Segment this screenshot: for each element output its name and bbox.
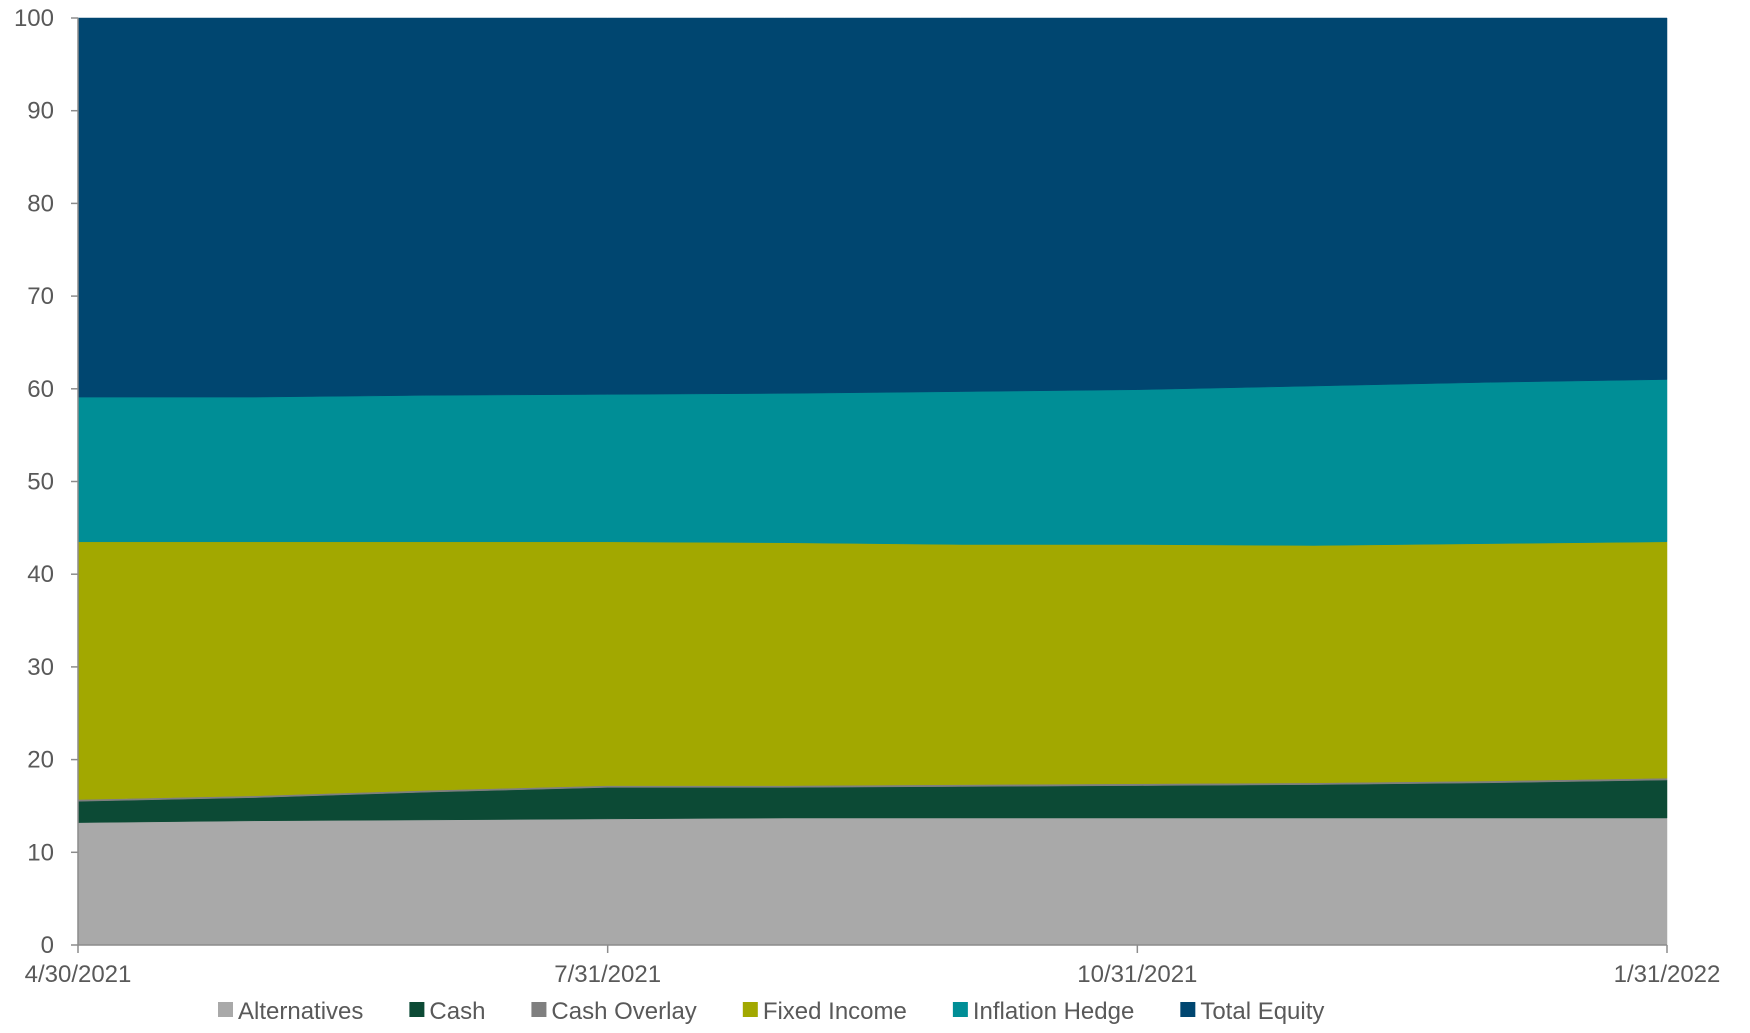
x-tick-label: 4/30/2021 xyxy=(25,961,132,988)
area-alternatives xyxy=(77,817,1668,946)
y-tick-label: 100 xyxy=(14,5,54,32)
legend-label: Inflation Hedge xyxy=(973,998,1134,1025)
y-tick-label: 40 xyxy=(27,561,54,588)
legend-swatch xyxy=(531,1002,547,1017)
plot-areas xyxy=(77,17,1668,946)
y-tick-label: 10 xyxy=(27,839,54,866)
y-tick-label: 60 xyxy=(27,376,54,403)
legend-swatch xyxy=(1180,1002,1196,1017)
y-tick-label: 90 xyxy=(27,98,54,125)
y-tick-label: 50 xyxy=(27,469,54,496)
legend-item-total-equity: Total Equity xyxy=(1180,998,1324,1025)
y-tick-label: 30 xyxy=(27,654,54,681)
legend: Alternatives Cash Cash Overlay Fixed Income… xyxy=(218,998,1324,1025)
legend-item-inflation-hedge: Inflation Hedge xyxy=(952,998,1134,1025)
y-tick-label: 80 xyxy=(27,190,54,217)
legend-label: Total Equity xyxy=(1200,998,1324,1025)
legend-swatch xyxy=(409,1002,425,1017)
x-tick-label: 1/31/2022 xyxy=(1614,961,1721,988)
area-fixed-income xyxy=(77,541,1668,800)
legend-swatch xyxy=(742,1002,758,1017)
x-tick-label: 10/31/2021 xyxy=(1077,961,1197,988)
legend-label: Fixed Income xyxy=(763,998,907,1025)
x-tick-label: 7/31/2021 xyxy=(554,961,661,988)
legend-item-fixed-income: Fixed Income xyxy=(742,998,907,1025)
legend-label: Cash xyxy=(429,998,485,1025)
axes: 0 10 20 30 40 50 60 70 80 90 100 4/30/2021 7/31/2021… xyxy=(14,5,1720,988)
legend-item-cash: Cash xyxy=(409,998,485,1025)
y-tick-label: 0 xyxy=(41,932,54,959)
area-total-equity xyxy=(77,17,1668,398)
legend-item-cash-overlay: Cash Overlay xyxy=(531,998,697,1025)
y-tick-label: 20 xyxy=(27,747,54,774)
legend-item-alternatives: Alternatives xyxy=(218,998,363,1025)
legend-swatch xyxy=(218,1002,233,1017)
area-inflation-hedge xyxy=(77,379,1668,546)
legend-label: Alternatives xyxy=(238,998,363,1025)
y-tick-label: 70 xyxy=(27,283,54,310)
legend-label: Cash Overlay xyxy=(551,998,696,1025)
legend-swatch xyxy=(952,1002,968,1017)
